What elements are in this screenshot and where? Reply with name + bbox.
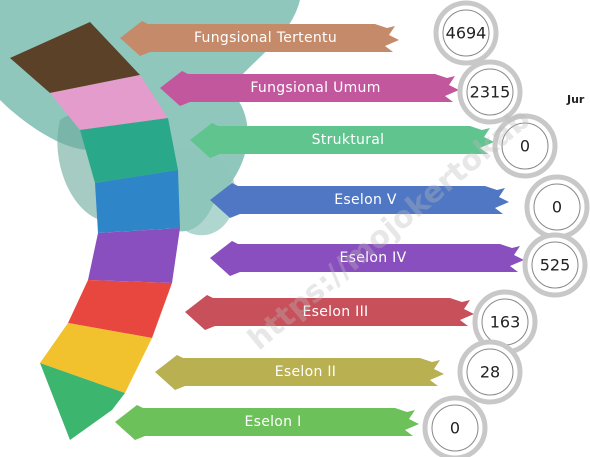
item-label: Struktural bbox=[312, 132, 385, 148]
item-value: 163 bbox=[490, 313, 521, 332]
item-label: Eselon I bbox=[244, 414, 301, 430]
side-text: Jur bbox=[566, 93, 585, 106]
item-label: Eselon V bbox=[334, 192, 397, 208]
infographic: Fungsional Tertentu 4694 Fungsional Umum 23… bbox=[0, 0, 590, 457]
item-value: 28 bbox=[480, 363, 500, 382]
item-value: 525 bbox=[540, 256, 571, 275]
item-label: Fungsional Tertentu bbox=[194, 30, 337, 46]
item-value: 0 bbox=[552, 198, 562, 217]
item-label: Fungsional Umum bbox=[250, 80, 380, 96]
item: Eselon II 28 bbox=[155, 342, 520, 402]
item: Eselon I 0 bbox=[115, 398, 485, 457]
item-value: 0 bbox=[450, 419, 460, 438]
band-segment bbox=[88, 228, 180, 283]
item-value: 2315 bbox=[470, 83, 511, 102]
item-label: Eselon II bbox=[275, 364, 337, 380]
item-value: 4694 bbox=[446, 24, 487, 43]
